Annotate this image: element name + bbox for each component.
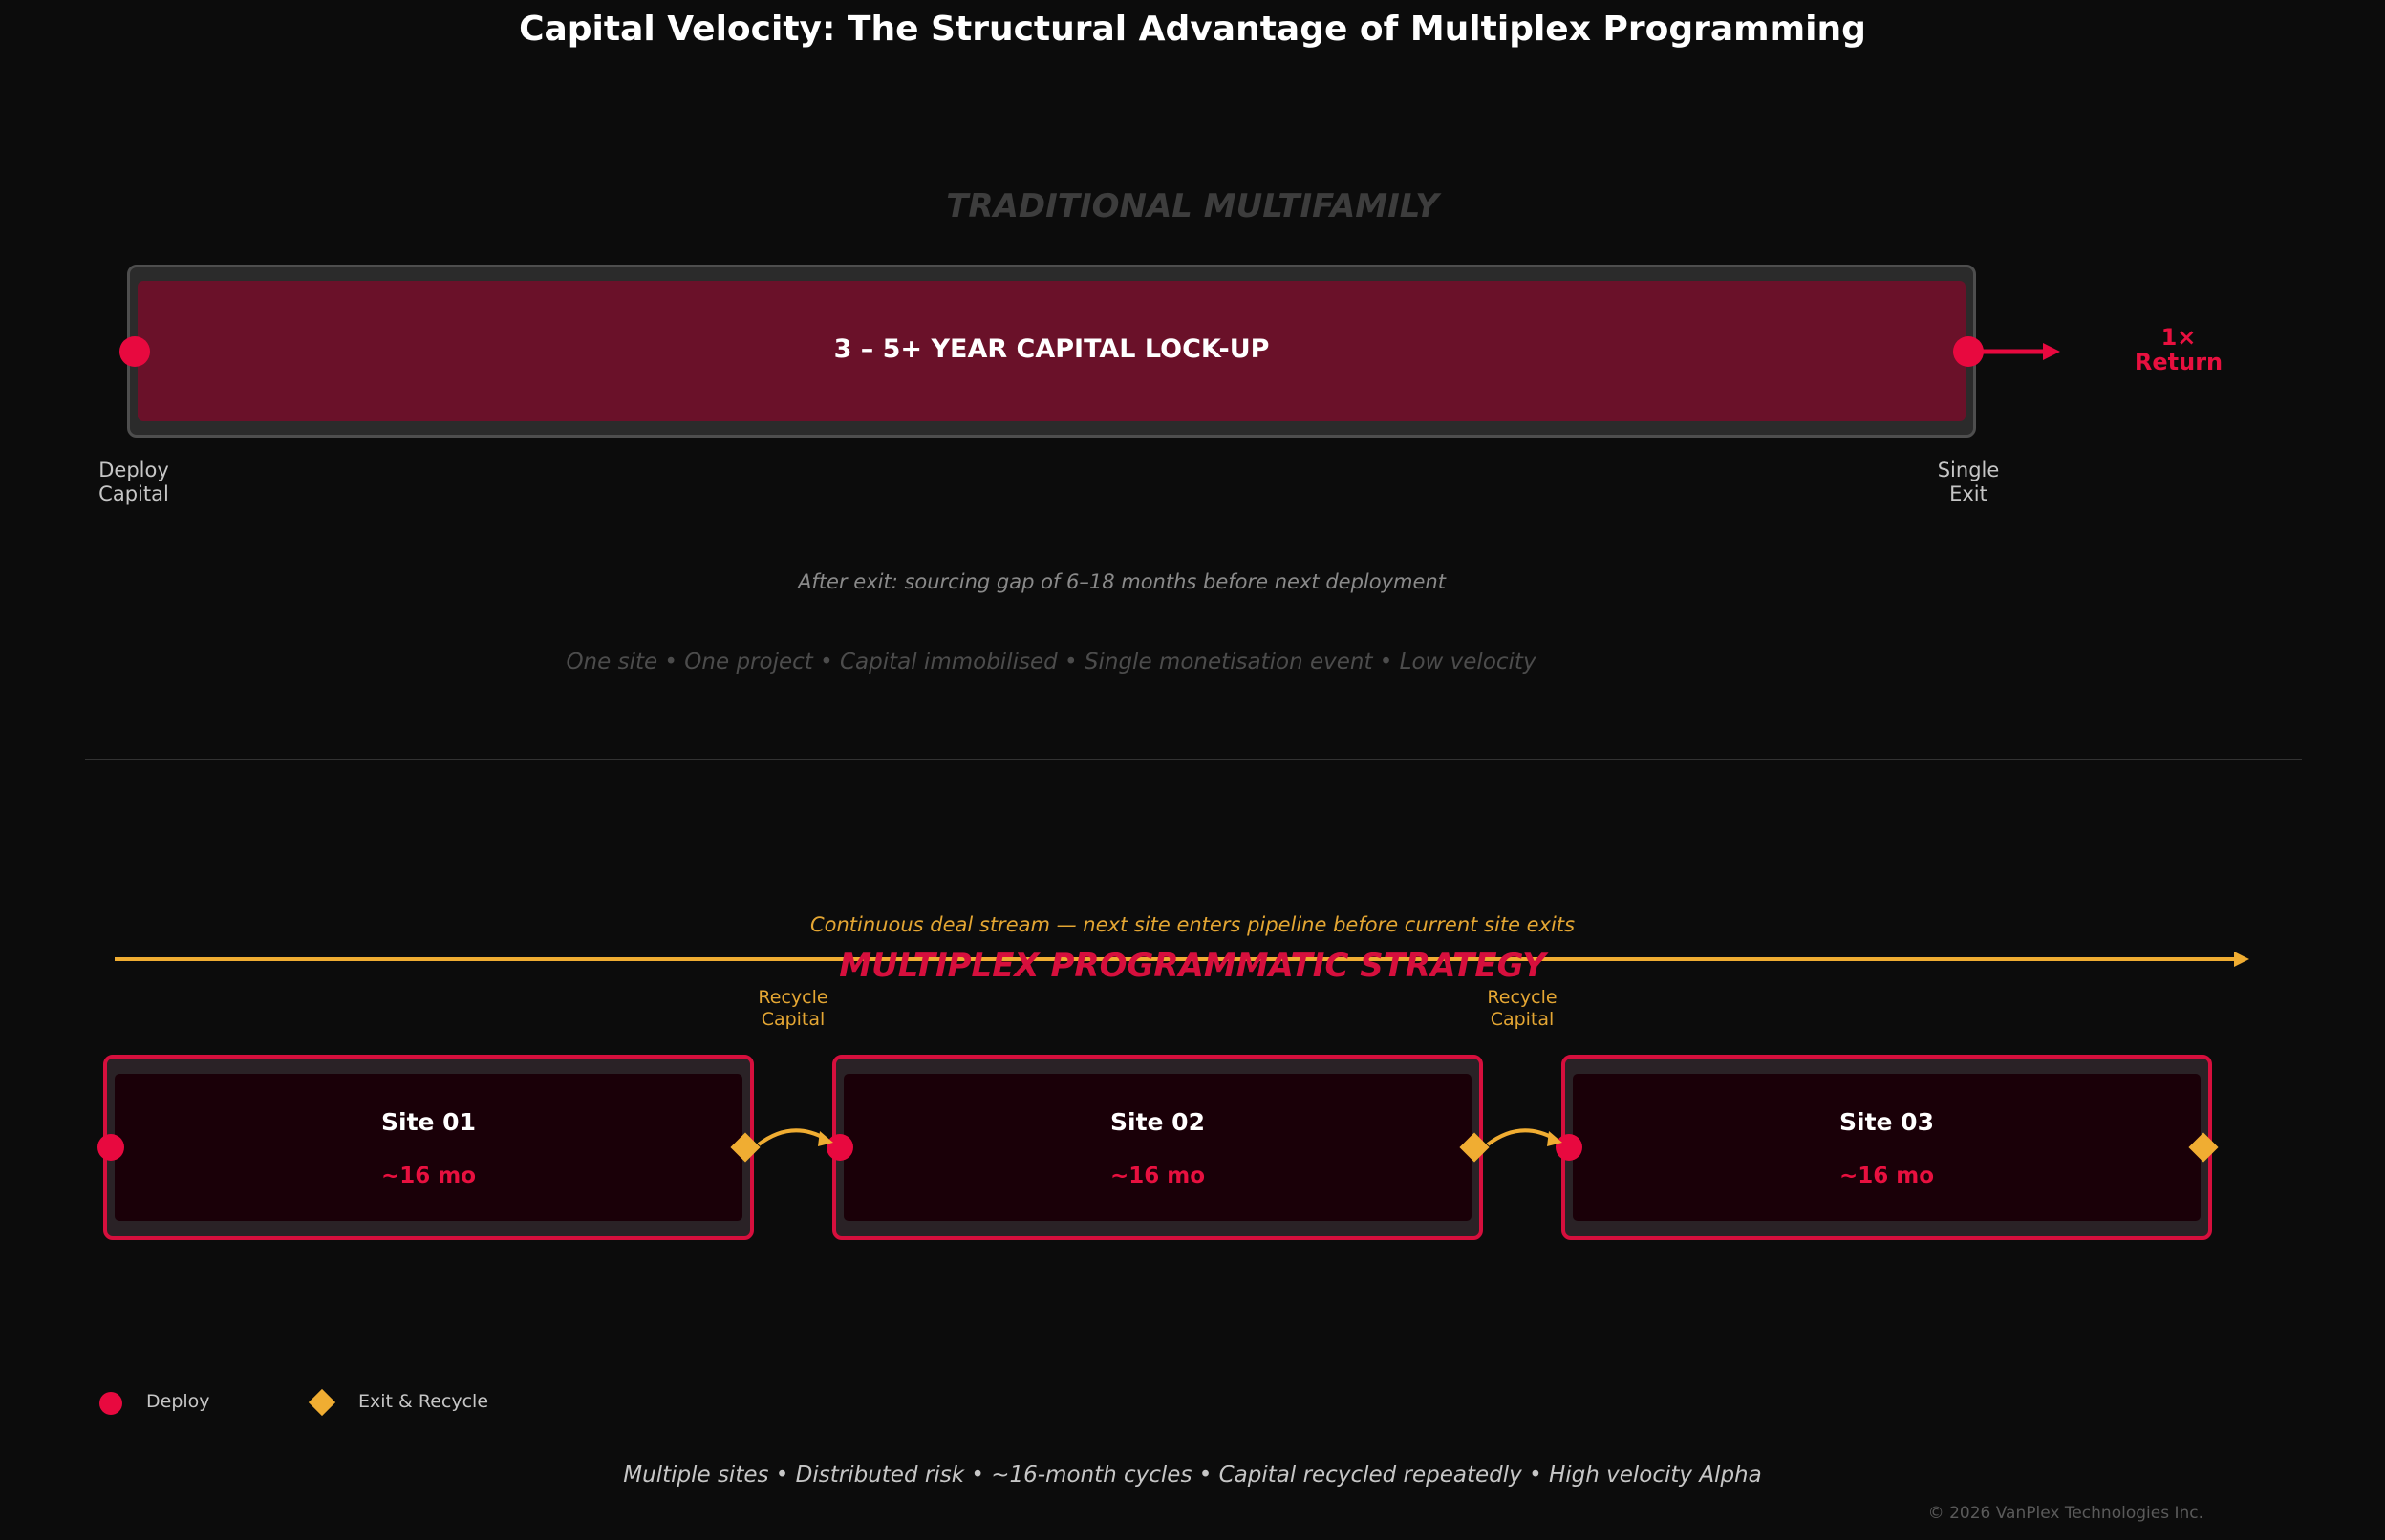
- deploy-dot-icon: [119, 336, 150, 367]
- lockup-label: 3 – 5+ YEAR CAPITAL LOCK-UP: [833, 334, 1270, 364]
- site-name: Site 03: [1839, 1108, 1934, 1136]
- site-name: Site 01: [381, 1108, 476, 1136]
- traditional-lockup-box: [127, 265, 1976, 438]
- recycle-label-line2: Capital: [1490, 1008, 1555, 1030]
- traditional-section-title: TRADITIONAL MULTIFAMILY: [946, 187, 1439, 225]
- section-divider: [85, 759, 2302, 760]
- return-multiple: 1×: [2160, 324, 2197, 351]
- site-box-inner: [115, 1074, 742, 1221]
- multiplex-section-title: MULTIPLEX PROGRAMMATIC STRATEGY: [839, 947, 1546, 985]
- site-box-3: Site 03 ~16 mo: [1561, 1055, 2212, 1240]
- site-duration: ~16 mo: [1109, 1164, 1206, 1188]
- return-arrow-icon: [1978, 343, 2060, 360]
- site-box-inner: [1573, 1074, 2201, 1221]
- site-duration: ~16 mo: [380, 1164, 477, 1188]
- deal-stream-arrow-icon: [115, 952, 2249, 967]
- deploy-dot-icon: [827, 1134, 853, 1161]
- site-box-2: Site 02 ~16 mo: [832, 1055, 1483, 1240]
- recycle-capital-label-1: Recycle Capital: [726, 987, 860, 1031]
- legend-deploy-label: Deploy: [146, 1391, 210, 1412]
- exit-label-line1: Single: [1937, 459, 2000, 481]
- traditional-summary: One site • One project • Capital immobil…: [566, 650, 1536, 674]
- legend-exit-recycle-icon: [308, 1388, 336, 1417]
- page-title: Capital Velocity: The Structural Advanta…: [519, 10, 1866, 49]
- recycle-label-line1: Recycle: [1487, 987, 1558, 1008]
- deploy-dot-icon: [97, 1134, 124, 1161]
- legend-exit-recycle-label: Exit & Recycle: [358, 1391, 489, 1412]
- multiplex-summary: Multiple sites • Distributed risk • ~16-…: [623, 1463, 1762, 1487]
- site-duration: ~16 mo: [1838, 1164, 1935, 1188]
- recycle-arrow-icon: [757, 1128, 833, 1146]
- legend-deploy-icon: [99, 1392, 122, 1415]
- site-box-inner: [844, 1074, 1472, 1221]
- deal-stream-note: Continuous deal stream — next site enter…: [809, 913, 1576, 936]
- site-box-1: Site 01 ~16 mo: [103, 1055, 754, 1240]
- recycle-arrow-icon: [1486, 1128, 1562, 1146]
- recycle-capital-label-2: Recycle Capital: [1455, 987, 1589, 1031]
- return-word: Return: [2134, 349, 2224, 376]
- return-label: 1× Return: [2083, 325, 2274, 375]
- single-exit-label: Single Exit: [1892, 459, 2045, 506]
- copyright: © 2026 VanPlex Technologies Inc.: [1927, 1504, 2203, 1523]
- recycle-label-line2: Capital: [761, 1008, 826, 1030]
- sourcing-gap-note: After exit: sourcing gap of 6–18 months …: [798, 570, 1446, 593]
- deploy-label-line2: Capital: [98, 482, 169, 506]
- exit-label-line2: Exit: [1949, 482, 1988, 506]
- site-name: Site 02: [1110, 1108, 1205, 1136]
- deploy-label-line1: Deploy: [98, 459, 169, 481]
- recycle-label-line1: Recycle: [758, 987, 828, 1008]
- lockup-bar: [138, 281, 1966, 421]
- deploy-dot-icon: [1556, 1134, 1582, 1161]
- deploy-capital-label: Deploy Capital: [57, 459, 210, 506]
